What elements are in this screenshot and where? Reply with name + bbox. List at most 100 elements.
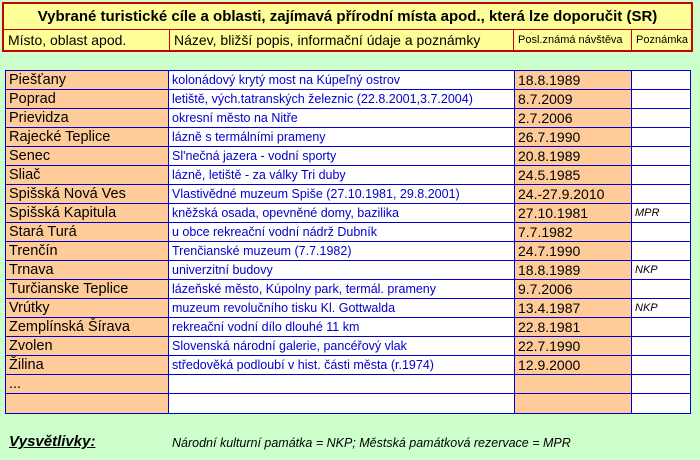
cell-description: středověká podloubí v hist. části města … [169,356,515,374]
cell-last-visit: 7.7.1982 [515,223,632,241]
cell-place: Vrútky [6,299,169,317]
cell-place: Senec [6,147,169,165]
cell-last-visit: 24.5.1985 [515,166,632,184]
table-row: Trnava univerzitní budovy 18.8.1989 NKP [6,261,690,280]
table-row: Zvolen Slovenská národní galerie, pancéřo… [6,337,690,356]
cell-last-visit: 22.8.1981 [515,318,632,336]
table-row: Stará Turá u obce rekreační vodní nádrž D… [6,223,690,242]
cell-note [632,109,690,127]
table-row: Sliač lázně, letiště - za války Tri duby 2… [6,166,690,185]
cell-description: kněžská osada, opevněné domy, bazilika [169,204,515,222]
cell-place: Zvolen [6,337,169,355]
cell-note [632,242,690,260]
cell-description: okresní město na Nitře [169,109,515,127]
cell-description: rekreační vodní dílo dlouhé 11 km [169,318,515,336]
cell-place: Spišská Kapitula [6,204,169,222]
cell-note [632,185,690,203]
cell-description: Trenčianské muzeum (7.7.1982) [169,242,515,260]
column-headers: Místo, oblast apod. Název, bližší popis,… [4,30,691,50]
table-header: Vybrané turistické cíle a oblasti, zajím… [2,2,693,52]
table-row: Piešťany kolonádový krytý most na Kúpeľný… [6,71,690,90]
cell-note: NKP [632,261,690,279]
cell-note [632,90,690,108]
cell-note: NKP [632,299,690,317]
table-row: Turčianske Teplice lázeňské město, Kúpoln… [6,280,690,299]
column-header-last-visit: Posl.známá návštěva [514,30,632,50]
cell-last-visit: 20.8.1989 [515,147,632,165]
cell-note [632,147,690,165]
cell-place: Žilina [6,356,169,374]
column-header-note: Poznámka [636,34,688,46]
cell-last-visit: 26.7.1990 [515,128,632,146]
cell-note [632,128,690,146]
cell-last-visit [515,375,632,393]
cell-place: Zemplínská Šírava [6,318,169,336]
cell-place: ... [6,375,169,393]
cell-place: Trenčín [6,242,169,260]
cell-description: lázeňské město, Kúpolny park, termál. pr… [169,280,515,298]
cell-description: kolonádový krytý most na Kúpeľný ostrov [169,71,515,89]
cell-last-visit: 24.7.1990 [515,242,632,260]
column-header-place: Místo, oblast apod. [4,30,170,50]
table-row: Rajecké Teplice lázně s termálními pramen… [6,128,690,147]
cell-place [6,394,169,413]
table-row: Prievidza okresní město na Nitře 2.7.2006 [6,109,690,128]
cell-note [632,318,690,336]
table-row: Trenčín Trenčianské muzeum (7.7.1982) 24.7… [6,242,690,261]
cell-description: muzeum revolučního tisku Kl. Gottwalda [169,299,515,317]
cell-note [632,280,690,298]
cell-last-visit: 22.7.1990 [515,337,632,355]
destinations-table: Piešťany kolonádový krytý most na Kúpeľný… [5,70,691,414]
cell-last-visit: 27.10.1981 [515,204,632,222]
cell-last-visit: 8.7.2009 [515,90,632,108]
cell-description: Vlastivědné muzeum Spiše (27.10.1981, 29… [169,185,515,203]
cell-note [632,394,690,413]
column-header-description: Název, bližší popis, informační údaje a … [170,30,514,50]
cell-description [169,375,515,393]
cell-description [169,394,515,413]
cell-note [632,223,690,241]
cell-last-visit: 24.-27.9.2010 [515,185,632,203]
cell-note: MPR [632,204,690,222]
cell-description: lázně, letiště - za války Tri duby [169,166,515,184]
cell-description: u obce rekreační vodní nádrž Dubník [169,223,515,241]
page-title: Vybrané turistické cíle a oblasti, zajím… [4,4,691,30]
cell-description: Slovenská národní galerie, pancéřový vla… [169,337,515,355]
table-row [6,394,690,413]
cell-place: Rajecké Teplice [6,128,169,146]
cell-last-visit [515,394,632,413]
table-row: Spišská Kapitula kněžská osada, opevněné … [6,204,690,223]
cell-place: Spišská Nová Ves [6,185,169,203]
cell-note [632,337,690,355]
legend-label: Vysvětlivky: [9,433,96,450]
cell-place: Sliač [6,166,169,184]
cell-place: Turčianske Teplice [6,280,169,298]
legend-text: Národní kulturní památka = NKP; Městská … [172,436,571,450]
table-row: Poprad letiště, vých.tatranských železnic… [6,90,690,109]
cell-place: Trnava [6,261,169,279]
table-row: ... [6,375,690,394]
cell-note [632,356,690,374]
cell-last-visit: 13.4.1987 [515,299,632,317]
cell-description: Sl'nečná jazera - vodní sporty [169,147,515,165]
cell-note [632,375,690,393]
cell-description: lázně s termálními prameny [169,128,515,146]
table-row: Senec Sl'nečná jazera - vodní sporty 20.8.… [6,147,690,166]
table-row: Žilina středověká podloubí v hist. části … [6,356,690,375]
cell-last-visit: 9.7.2006 [515,280,632,298]
table-row: Spišská Nová Ves Vlastivědné muzeum Spiše… [6,185,690,204]
cell-place: Prievidza [6,109,169,127]
cell-note [632,166,690,184]
cell-last-visit: 2.7.2006 [515,109,632,127]
cell-last-visit: 18.8.1989 [515,261,632,279]
table-row: Zemplínská Šírava rekreační vodní dílo dl… [6,318,690,337]
cell-place: Poprad [6,90,169,108]
cell-note [632,71,690,89]
cell-last-visit: 12.9.2000 [515,356,632,374]
table-row: Vrútky muzeum revolučního tisku Kl. Gottw… [6,299,690,318]
cell-description: univerzitní budovy [169,261,515,279]
cell-place: Piešťany [6,71,169,89]
cell-last-visit: 18.8.1989 [515,71,632,89]
cell-description: letiště, vých.tatranských železnic (22.8… [169,90,515,108]
cell-place: Stará Turá [6,223,169,241]
